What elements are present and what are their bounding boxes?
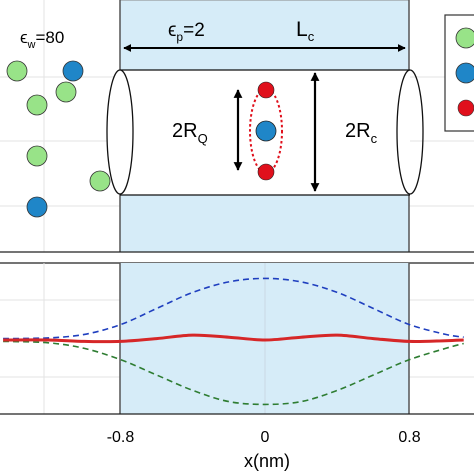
eps-p-symbol: ϵ [168, 20, 176, 41]
legend [444, 14, 474, 132]
charge-top [257, 81, 275, 99]
water-bead [26, 145, 48, 167]
legend-water-marker [455, 27, 474, 49]
lc-symbol: L [296, 18, 308, 41]
series-line-3 [3, 333, 464, 344]
ion-bead [26, 196, 48, 218]
series-line-2 [3, 340, 464, 406]
rq-subscript: Q [198, 131, 208, 146]
lc-subscript: c [308, 29, 315, 44]
svg-text:ϵp=2: ϵp=2 [168, 20, 205, 44]
x-tick-label: 0 [261, 429, 270, 446]
x-axis-label: x(nm) [244, 451, 290, 471]
water-bead [55, 81, 77, 103]
charge-bottom [257, 163, 275, 181]
dipole-outline [249, 88, 283, 174]
water-bead [6, 60, 28, 82]
cylinder-left-cap [106, 69, 134, 195]
rc-subscript: c [371, 131, 378, 146]
eps-p-subscript: p [176, 30, 183, 44]
x-tick-label: 0.8 [398, 429, 420, 446]
x-ticks: -0.8 0 0.8 [107, 429, 421, 446]
water-bead [26, 94, 48, 116]
svg-text:2Rc: 2Rc [345, 120, 378, 146]
water-bead [89, 170, 111, 192]
eps-p-value: =2 [183, 20, 205, 41]
rc-symbol: 2R [345, 120, 371, 142]
svg-text:Lc: Lc [296, 18, 315, 44]
bottom-panel: -0.8 0 0.8 x(nm) [0, 262, 474, 471]
legend-charge-marker [457, 99, 474, 117]
cylinder-right-cap [396, 69, 424, 195]
solvent-beads [6, 60, 111, 218]
rq-symbol: 2R [172, 120, 198, 142]
eps-w-symbol: ϵ [20, 28, 28, 47]
series-layer [3, 277, 464, 406]
ion-bead [62, 60, 84, 82]
eps-w-subscript: w [27, 39, 36, 51]
series-line-1 [3, 277, 464, 340]
svg-text:2RQ: 2RQ [172, 120, 208, 146]
x-tick-label: -0.8 [107, 429, 135, 446]
eps-w-value: =80 [35, 28, 64, 47]
legend-ion-marker [455, 62, 474, 84]
ion-center [255, 120, 277, 142]
top-panel: ϵp=2 Lc ϵw=80 2RQ 2Rc [0, 0, 474, 253]
svg-text:ϵw=80: ϵw=80 [20, 28, 64, 51]
